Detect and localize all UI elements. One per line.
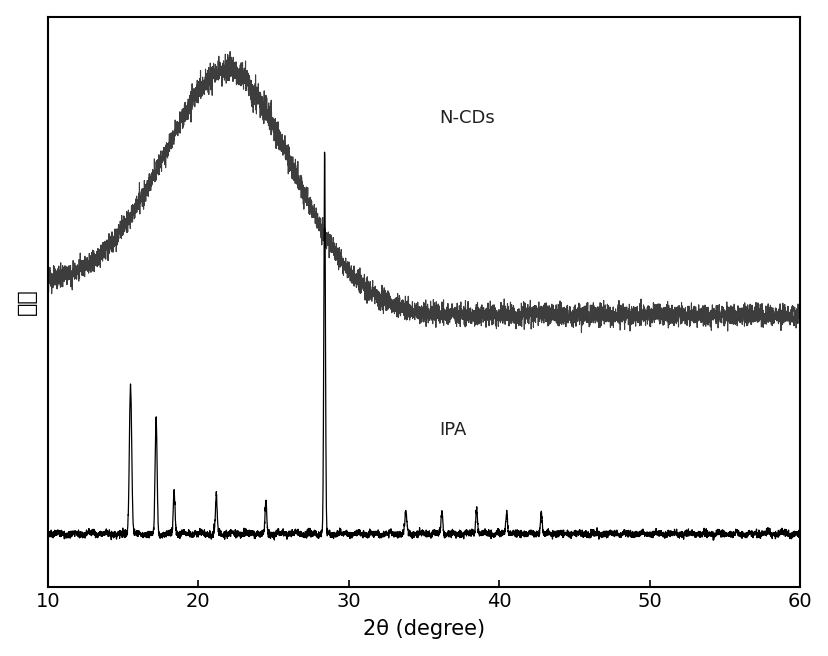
Text: N-CDs: N-CDs bbox=[438, 110, 494, 127]
Y-axis label: 强度: 强度 bbox=[17, 289, 36, 316]
X-axis label: 2θ (degree): 2θ (degree) bbox=[363, 619, 484, 640]
Text: IPA: IPA bbox=[438, 421, 466, 439]
